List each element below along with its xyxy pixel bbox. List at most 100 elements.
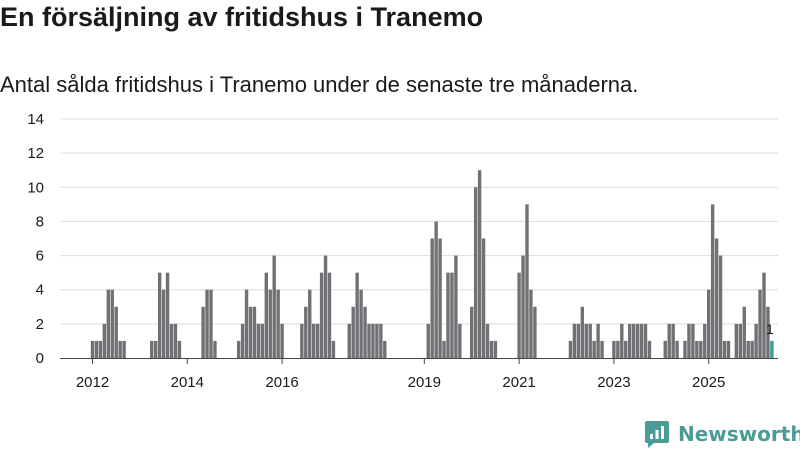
brand-name: Newsworthy: [678, 422, 800, 446]
bar: [710, 204, 715, 358]
bar: [446, 272, 450, 358]
bar: [260, 323, 265, 358]
bar: [173, 323, 178, 358]
bar: [738, 323, 742, 358]
chart-title: En försäljning av fritidshus i Tranemo: [0, 2, 484, 32]
bar: [600, 340, 604, 358]
bar: [90, 340, 95, 358]
bar: [347, 323, 351, 358]
bar: [703, 323, 707, 358]
bar: [122, 340, 126, 358]
bar: [150, 340, 154, 358]
bar: [635, 323, 640, 358]
bar: [746, 340, 750, 358]
bar: [118, 340, 122, 358]
bar: [177, 340, 182, 358]
newsworthy-logo-icon: [645, 421, 669, 448]
chart-bars: [90, 170, 774, 358]
bar: [154, 340, 158, 358]
bar: [169, 323, 174, 358]
bar: [426, 323, 430, 358]
bar: [256, 323, 261, 358]
y-tick-label: 2: [36, 316, 44, 333]
bar: [639, 323, 644, 358]
bar: [671, 323, 675, 358]
bar: [355, 272, 359, 358]
bar: [624, 340, 628, 358]
bar: [667, 323, 671, 358]
latest-value-label: 1: [766, 321, 774, 337]
bar: [280, 323, 284, 358]
x-tick-label: 2016: [265, 374, 298, 391]
x-tick-label: 2021: [502, 374, 535, 391]
y-axis-labels: 0 2 4 6 8 10 12 14: [27, 111, 44, 367]
bar: [647, 340, 652, 358]
bar: [477, 170, 482, 358]
bar: [687, 323, 691, 358]
y-tick-label: 0: [36, 350, 44, 367]
y-tick-label: 12: [27, 145, 44, 162]
bar: [616, 340, 620, 358]
bar: [750, 340, 754, 358]
bar: [714, 238, 719, 358]
bar: [584, 323, 588, 358]
bar: [612, 340, 616, 358]
bar: [351, 306, 355, 358]
bar: [315, 323, 320, 358]
bar: [628, 323, 632, 358]
bar: [434, 221, 438, 358]
bar: [209, 289, 213, 358]
chart-subtitle: Antal sålda fritidshus i Tranemo under d…: [0, 72, 639, 97]
bar: [470, 306, 474, 358]
bar: [165, 272, 170, 358]
bar: [327, 272, 332, 358]
bar: [592, 340, 596, 358]
y-tick-label: 6: [36, 248, 44, 265]
bar: [596, 323, 600, 358]
bar: [485, 323, 490, 358]
bar: [699, 340, 703, 358]
bar: [312, 323, 316, 358]
bar: [102, 323, 107, 358]
bar: [580, 306, 584, 358]
x-tick-label: 2023: [597, 374, 630, 391]
bar: [244, 289, 249, 358]
bar: [473, 187, 478, 358]
x-tick-label: 2014: [171, 374, 204, 391]
bar: [268, 289, 272, 358]
bar: [430, 238, 434, 358]
bar: [529, 289, 533, 358]
bar: [643, 323, 648, 358]
bar: [576, 323, 581, 358]
bar: [762, 272, 766, 358]
bar: [754, 323, 758, 358]
bar: [517, 272, 521, 358]
bar: [383, 340, 387, 358]
bar: [240, 323, 245, 358]
bar: [683, 340, 687, 358]
bar: [114, 306, 118, 358]
bar: [481, 238, 486, 358]
bar: [367, 323, 371, 358]
bar: [264, 272, 268, 358]
x-axis: 2012 2014 2016 2019 2021 2023 2025: [60, 358, 778, 391]
bar: [248, 306, 253, 358]
bar-latest: [770, 340, 774, 358]
bar: [458, 323, 462, 358]
bar: [213, 340, 217, 358]
bar: [758, 289, 762, 358]
bar: [359, 289, 363, 358]
bar: [691, 323, 695, 358]
bar: [331, 340, 336, 358]
bar: [161, 289, 166, 358]
bar: [742, 306, 746, 358]
bar: [304, 306, 308, 358]
bar: [489, 340, 494, 358]
bar: [722, 340, 727, 358]
x-tick-label: 2025: [692, 374, 725, 391]
bar: [438, 238, 442, 358]
bar: [525, 204, 529, 358]
bar: [533, 306, 537, 358]
bar: [454, 255, 458, 358]
chart-annotations: 1: [766, 321, 774, 337]
